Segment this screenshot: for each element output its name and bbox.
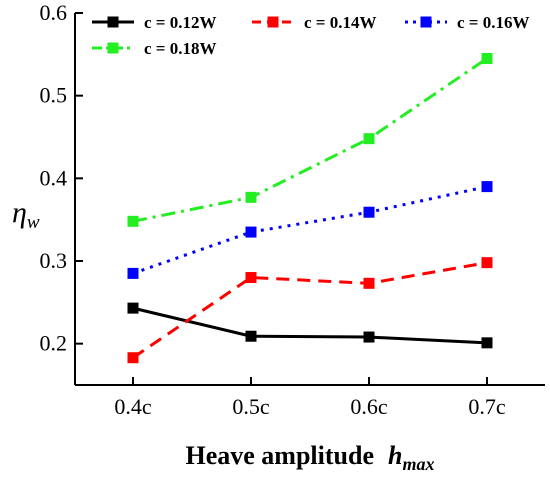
x-tick-label-2: 0.6c <box>350 394 388 419</box>
legend-swatch-marker-1 <box>267 16 279 28</box>
y-tick-label-2: 0.4 <box>40 165 68 190</box>
plot-area <box>74 13 545 386</box>
y-axis-ticks: 0.2 0.3 0.4 0.5 0.6 <box>40 0 83 356</box>
series-0-point-1 <box>245 330 257 342</box>
series-1-point-3 <box>481 257 493 269</box>
legend: c = 0.12W c = 0.14W c = 0.16W c = 0.18W <box>92 13 529 58</box>
legend-item-0: c = 0.12W <box>92 13 216 32</box>
y-tick-label-1: 0.3 <box>40 248 68 273</box>
x-axis-subscript: max <box>402 454 434 474</box>
legend-label-0: c = 0.12W <box>144 13 216 32</box>
x-axis-ticks: 0.4c 0.5c 0.6c 0.7c <box>114 377 506 419</box>
series-1-point-1 <box>245 272 257 284</box>
legend-swatch-marker-2 <box>420 16 432 28</box>
y-tick-label-3: 0.5 <box>40 83 68 108</box>
x-axis-title-text: Heave amplitude <box>186 441 375 470</box>
series-0 <box>127 302 493 349</box>
legend-label-2: c = 0.16W <box>457 13 529 32</box>
series-1-point-2 <box>363 277 375 289</box>
legend-item-2: c = 0.16W <box>405 13 529 32</box>
y-axis-title: ηw <box>12 196 40 233</box>
series-2 <box>127 181 493 279</box>
y-tick-label-0: 0.2 <box>40 331 68 356</box>
legend-label-1: c = 0.14W <box>304 13 376 32</box>
series-3-line <box>132 57 488 223</box>
series-3 <box>127 52 493 227</box>
series-2-point-2 <box>363 206 375 218</box>
legend-label-3: c = 0.18W <box>144 39 216 58</box>
series-3-point-0 <box>127 215 139 227</box>
series-2-point-1 <box>245 226 257 238</box>
series-0-line <box>132 306 488 345</box>
series-3-point-2 <box>363 133 375 145</box>
series-1-line <box>132 261 488 359</box>
series-0-point-3 <box>481 337 493 349</box>
series-layer <box>127 52 493 364</box>
series-0-point-2 <box>363 331 375 343</box>
series-2-point-0 <box>127 267 139 279</box>
x-axis-title: Heave amplitude hmax <box>186 441 435 474</box>
y-axis-subscript: w <box>27 212 40 233</box>
legend-item-3: c = 0.18W <box>92 39 216 58</box>
series-0-point-0 <box>127 302 139 314</box>
x-axis-symbol: h <box>388 441 402 470</box>
series-2-line <box>132 185 488 275</box>
legend-swatch-marker-0 <box>107 16 119 28</box>
series-1-point-0 <box>127 352 139 364</box>
legend-item-1: c = 0.14W <box>252 13 376 32</box>
legend-swatch-marker-3 <box>107 42 119 54</box>
x-tick-label-1: 0.5c <box>232 394 270 419</box>
y-axis-symbol: η <box>12 196 27 229</box>
y-tick-label-4: 0.6 <box>40 0 68 25</box>
series-2-point-3 <box>481 181 493 193</box>
x-tick-label-3: 0.7c <box>468 394 506 419</box>
series-3-point-3 <box>481 52 493 64</box>
series-3-point-1 <box>245 191 257 203</box>
x-tick-label-0: 0.4c <box>114 394 152 419</box>
series-1 <box>127 257 493 364</box>
